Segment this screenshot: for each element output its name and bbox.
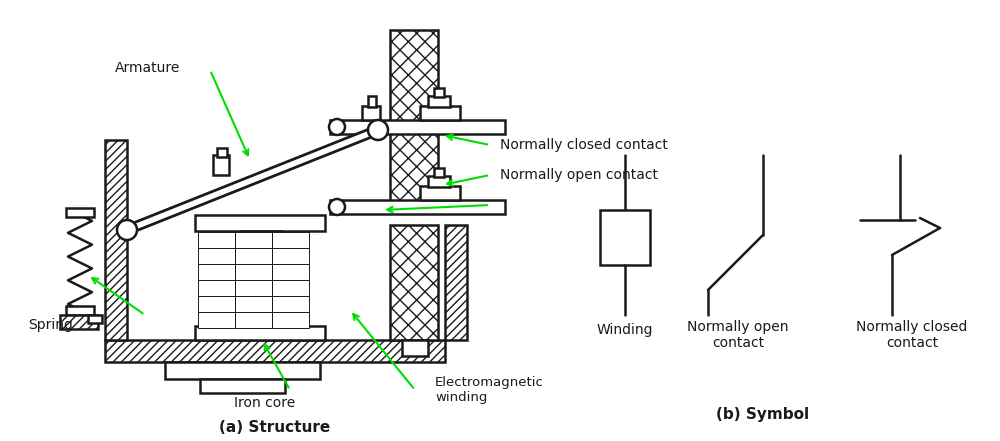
Circle shape xyxy=(329,119,345,135)
Text: Iron core: Iron core xyxy=(234,396,296,410)
Text: (a) Structure: (a) Structure xyxy=(219,421,331,436)
Bar xyxy=(165,362,320,379)
Bar xyxy=(198,248,235,264)
Bar xyxy=(272,248,309,264)
Bar xyxy=(105,140,127,340)
Text: Normally closed
contact: Normally closed contact xyxy=(856,320,968,350)
Bar xyxy=(213,155,229,175)
Text: Winding: Winding xyxy=(597,323,653,337)
Bar xyxy=(198,296,235,312)
Circle shape xyxy=(368,120,388,140)
Bar xyxy=(235,232,272,248)
Bar xyxy=(402,340,428,356)
Bar xyxy=(600,210,650,265)
Bar xyxy=(66,306,94,315)
Bar xyxy=(330,200,505,214)
Bar xyxy=(362,106,380,120)
Text: (b) Symbol: (b) Symbol xyxy=(716,407,810,422)
Bar xyxy=(60,315,98,329)
Bar xyxy=(217,148,227,157)
Bar xyxy=(200,379,285,393)
Bar xyxy=(272,264,309,280)
Bar xyxy=(235,312,272,328)
Bar xyxy=(198,232,235,248)
Bar xyxy=(434,88,444,97)
Bar xyxy=(272,280,309,296)
Bar xyxy=(368,96,376,107)
Bar xyxy=(390,225,438,340)
Bar xyxy=(434,168,444,177)
Bar xyxy=(88,315,102,323)
Bar xyxy=(235,296,272,312)
Text: Electromagnetic
winding: Electromagnetic winding xyxy=(435,376,544,404)
Bar xyxy=(272,312,309,328)
Bar xyxy=(66,208,94,217)
Text: Normally open
contact: Normally open contact xyxy=(687,320,789,350)
Bar xyxy=(195,215,325,231)
Bar xyxy=(105,340,445,362)
Bar xyxy=(240,231,282,326)
Bar xyxy=(330,120,505,134)
Bar xyxy=(428,176,450,187)
Circle shape xyxy=(117,220,137,240)
Text: Armature: Armature xyxy=(115,61,180,75)
Circle shape xyxy=(329,199,345,215)
Bar xyxy=(445,225,467,340)
Bar xyxy=(198,312,235,328)
Text: Spring: Spring xyxy=(28,318,73,332)
Bar xyxy=(235,280,272,296)
Text: Normally closed contact: Normally closed contact xyxy=(500,138,668,152)
Bar xyxy=(420,186,460,200)
Bar xyxy=(428,96,450,107)
Text: Normally open contact: Normally open contact xyxy=(500,168,658,182)
Bar xyxy=(198,280,235,296)
Bar xyxy=(198,264,235,280)
Bar xyxy=(235,248,272,264)
Bar xyxy=(195,326,325,340)
Bar xyxy=(390,30,438,205)
Bar xyxy=(272,296,309,312)
Bar xyxy=(235,264,272,280)
Bar xyxy=(420,106,460,120)
Bar xyxy=(272,232,309,248)
